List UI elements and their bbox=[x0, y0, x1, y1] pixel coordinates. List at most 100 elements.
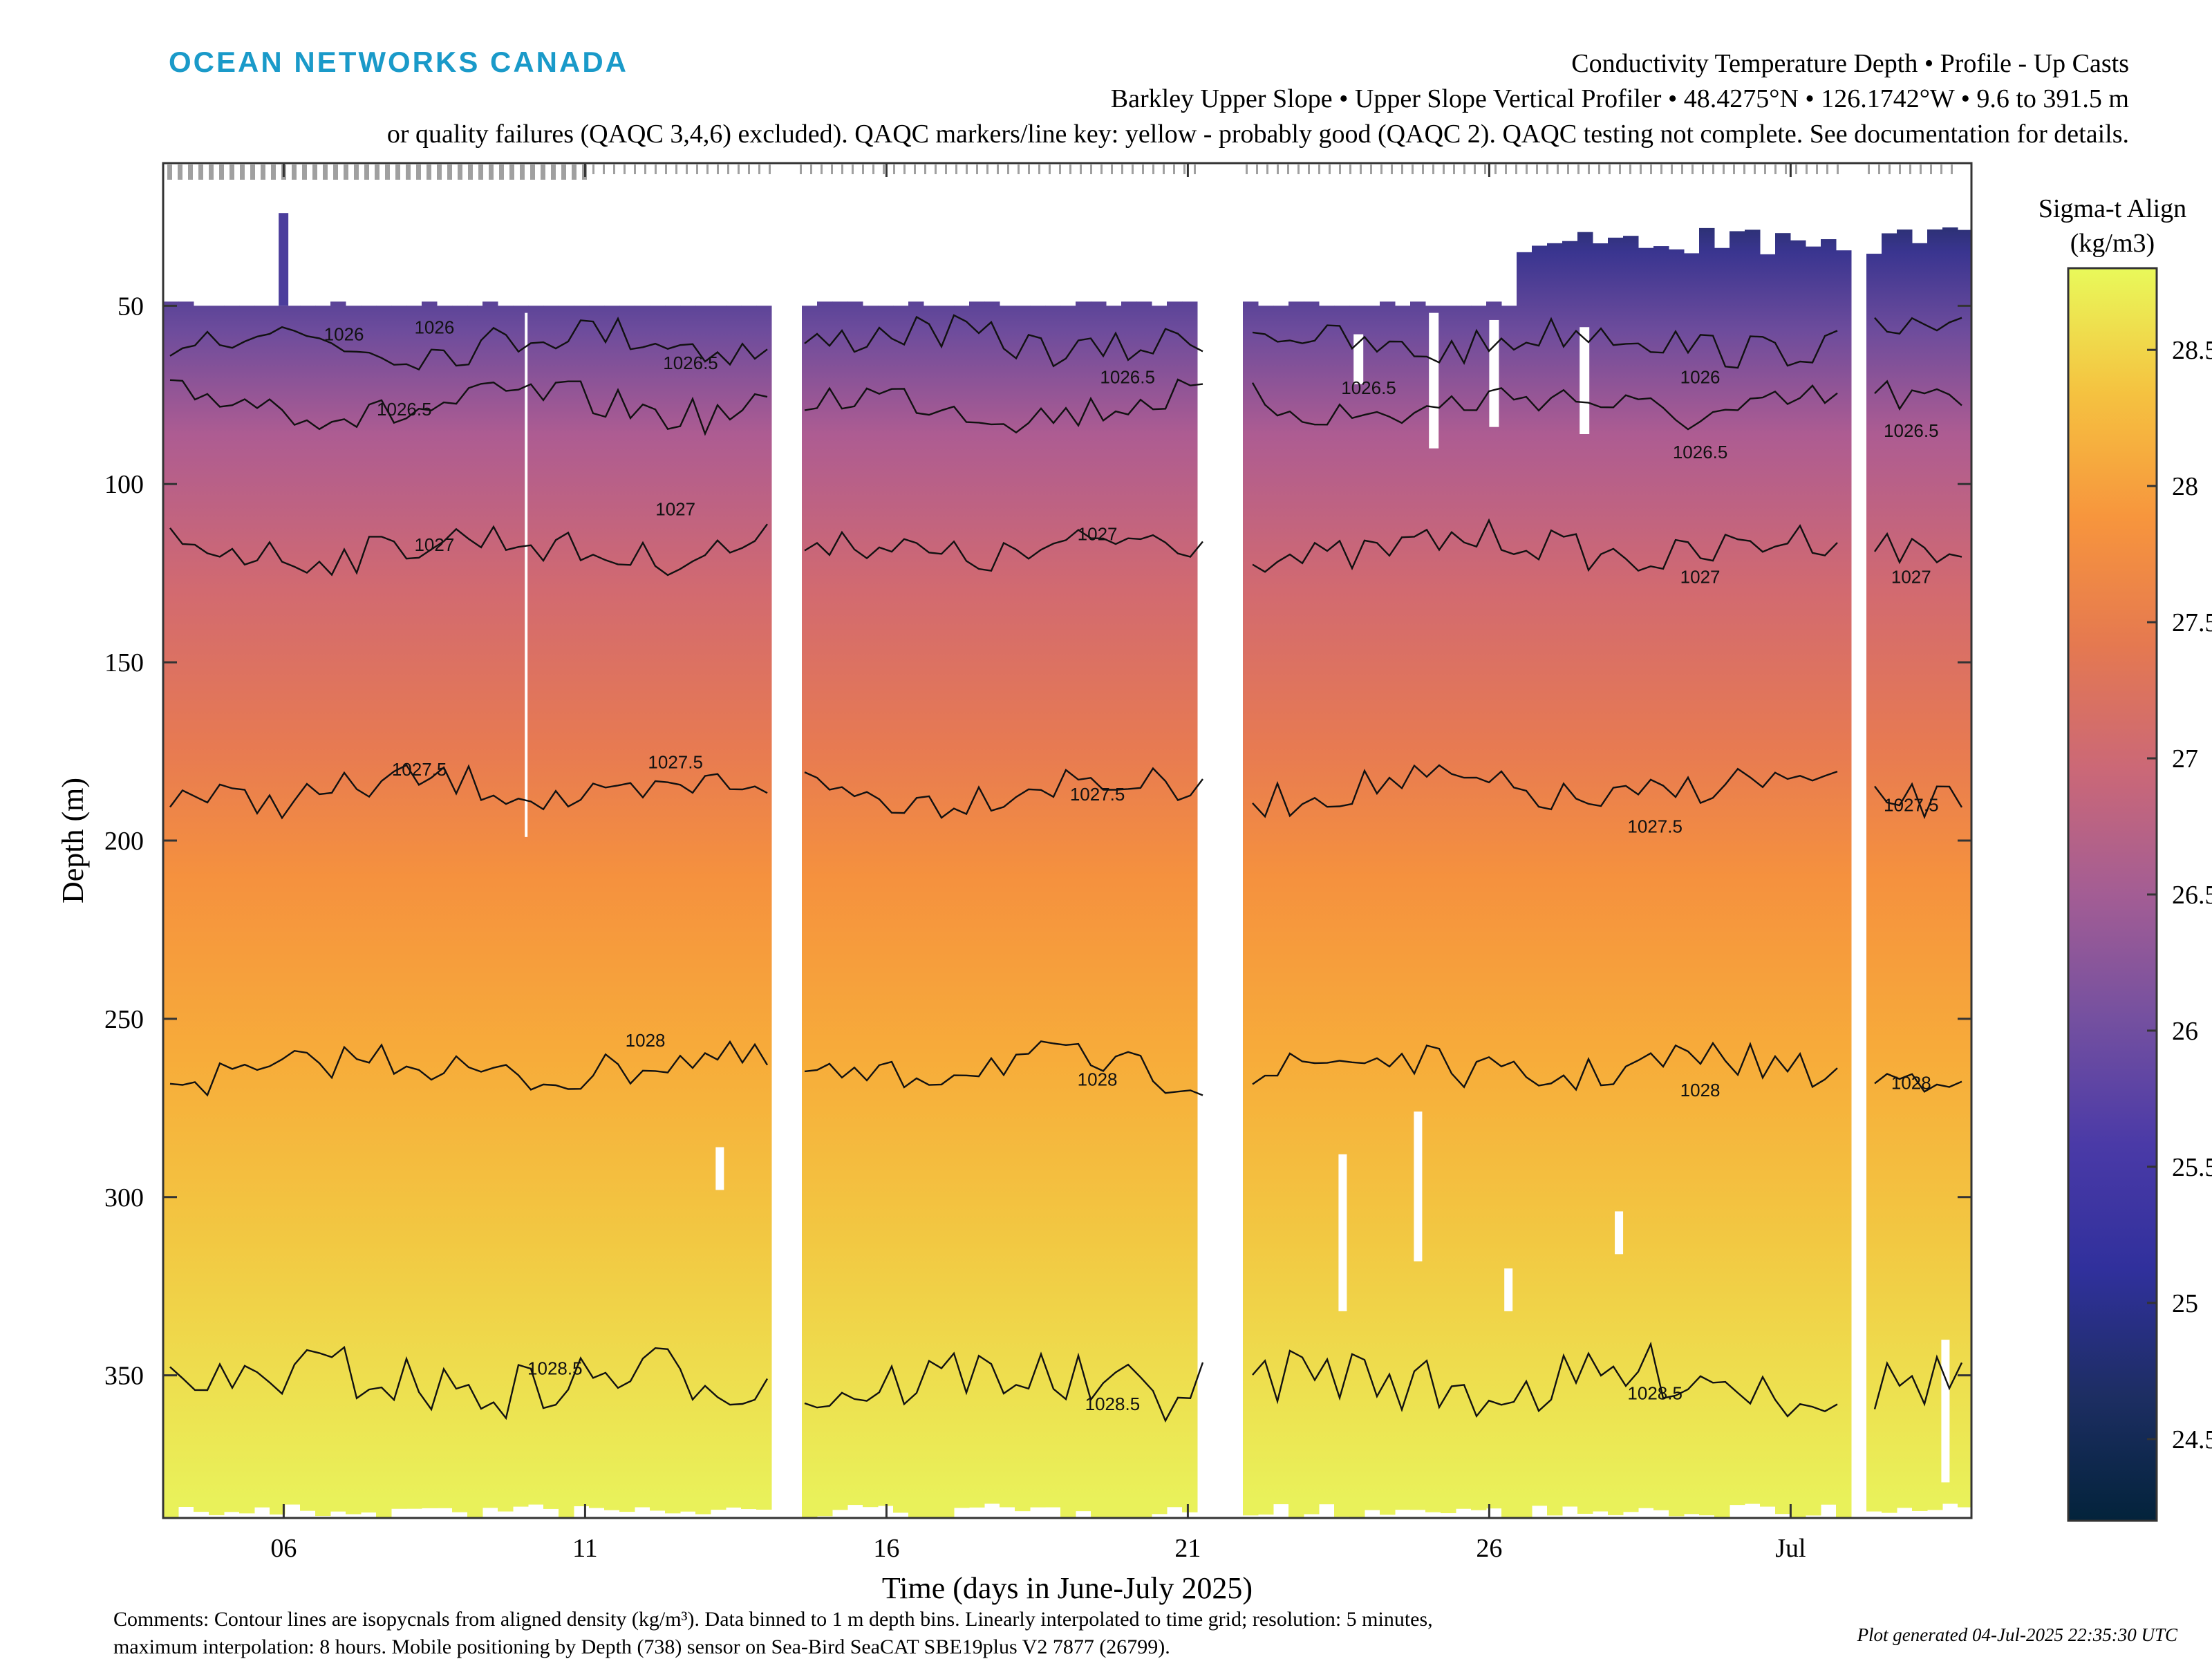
qaqc-marker bbox=[613, 165, 615, 174]
qaqc-marker bbox=[188, 165, 193, 180]
qaqc-marker bbox=[1598, 165, 1600, 174]
heatmap-column bbox=[665, 306, 681, 1514]
qaqc-marker bbox=[1028, 165, 1030, 174]
qaqc-marker bbox=[831, 165, 833, 174]
heatmap-column bbox=[1334, 306, 1350, 1517]
qaqc-marker bbox=[706, 165, 709, 174]
qaqc-marker bbox=[1329, 165, 1331, 174]
colorbar-tick-label: 25 bbox=[2172, 1289, 2198, 1318]
heatmap-column bbox=[1076, 301, 1091, 1512]
qaqc-marker bbox=[997, 165, 999, 174]
qaqc-marker bbox=[240, 165, 245, 180]
heatmap-column bbox=[1684, 253, 1700, 1515]
qaqc-marker bbox=[1837, 165, 1839, 174]
isopycnal-line-1026 bbox=[1874, 317, 1962, 335]
heatmap-column bbox=[1425, 306, 1441, 1512]
plot-generated-timestamp: Plot generated 04-Jul-2025 22:35:30 UTC bbox=[1857, 1624, 2178, 1645]
qaqc-marker bbox=[644, 165, 646, 174]
heatmap-column bbox=[1806, 246, 1821, 1516]
qaqc-marker bbox=[1806, 165, 1808, 174]
isopycnal-line-1027 bbox=[169, 523, 768, 577]
y-tick-label: 150 bbox=[104, 648, 144, 677]
qaqc-marker bbox=[769, 165, 771, 174]
heatmap-column bbox=[406, 306, 422, 1509]
qaqc-marker bbox=[1629, 165, 1631, 174]
qaqc-marker bbox=[1297, 165, 1300, 174]
heatmap-column bbox=[452, 306, 468, 1512]
heatmap-column bbox=[1441, 306, 1456, 1514]
qaqc-marker bbox=[561, 165, 566, 180]
qaqc-marker bbox=[1619, 165, 1621, 174]
heatmap-column bbox=[1942, 227, 1958, 1504]
heatmap-column bbox=[1349, 306, 1365, 1518]
heatmap-column bbox=[1730, 231, 1745, 1506]
heatmap-column bbox=[543, 306, 559, 1509]
heatmap-column bbox=[559, 306, 574, 1518]
heatmap-column bbox=[863, 306, 879, 1508]
qaqc-marker bbox=[966, 165, 968, 174]
qaqc-marker bbox=[955, 165, 957, 174]
colorbar-tick-label: 27 bbox=[2172, 744, 2198, 774]
heatmap-column bbox=[1136, 301, 1152, 1518]
qaqc-marker bbox=[333, 165, 338, 180]
isopycnal-contours bbox=[169, 314, 1963, 1423]
qaqc-marker bbox=[1121, 165, 1123, 174]
heatmap-column bbox=[726, 306, 742, 1508]
qaqc-marker bbox=[1339, 165, 1341, 174]
heatmap-column bbox=[908, 301, 924, 1518]
qaqc-marker bbox=[1194, 165, 1196, 174]
qaqc-marker bbox=[738, 165, 740, 174]
heatmap-column bbox=[1897, 229, 1913, 1508]
qaqc-marker bbox=[323, 165, 328, 180]
heatmap-column bbox=[1106, 306, 1122, 1518]
heatmap-column bbox=[1258, 306, 1274, 1515]
qaqc-marker bbox=[1660, 165, 1662, 174]
isopycnal-line-1028 bbox=[804, 1040, 1203, 1096]
heatmap-column bbox=[680, 306, 696, 1512]
x-tick-label: Jul bbox=[1775, 1534, 1806, 1563]
qaqc-marker bbox=[1059, 165, 1061, 174]
isopycnal-line-1026 bbox=[1252, 317, 1838, 369]
qaqc-marker bbox=[1588, 165, 1590, 174]
heatmap-column bbox=[1790, 240, 1806, 1518]
qaqc-marker bbox=[1920, 165, 1922, 174]
heatmap-column bbox=[878, 306, 894, 1506]
heatmap-column bbox=[270, 306, 285, 1515]
heatmap-column bbox=[1623, 236, 1639, 1512]
contour-label: 1027 bbox=[655, 498, 695, 519]
qaqc-marker bbox=[427, 165, 431, 180]
isopycnal-line-1028.5 bbox=[804, 1351, 1204, 1423]
heatmap-column bbox=[315, 306, 331, 1517]
heatmap-column bbox=[1775, 233, 1791, 1515]
heatmap-column bbox=[1669, 249, 1685, 1517]
qaqc-marker bbox=[1132, 165, 1134, 174]
contour-labels: 1026 1026 1026.5 1026.5 1026.5 1026.5 1026 1026… bbox=[324, 317, 1939, 1414]
isopycnal-line-1027.5 bbox=[1874, 782, 1963, 820]
qaqc-marker bbox=[395, 165, 400, 180]
qaqc-marker bbox=[1069, 165, 1071, 174]
heatmap-column bbox=[437, 306, 453, 1508]
title-line-3: or quality failures (QAQC 3,4,6) exclude… bbox=[387, 120, 2129, 149]
contour-label: 1026.5 bbox=[1341, 377, 1396, 398]
surface-spike bbox=[279, 213, 289, 306]
qaqc-marker bbox=[1360, 165, 1362, 174]
qaqc-marker bbox=[1266, 165, 1268, 174]
qaqc-marker bbox=[696, 165, 698, 174]
qaqc-marker bbox=[1494, 165, 1497, 174]
heatmap-column bbox=[650, 306, 666, 1511]
heatmap-column bbox=[1532, 245, 1548, 1506]
heatmap-column bbox=[847, 301, 863, 1506]
isopycnal-line-1027.5 bbox=[169, 764, 768, 820]
contour-label: 1027 bbox=[1078, 523, 1118, 544]
qaqc-marker bbox=[1007, 165, 1009, 174]
heatmap-column bbox=[422, 301, 438, 1508]
data-gap bbox=[1353, 334, 1364, 384]
heatmap-column bbox=[984, 301, 1000, 1504]
qaqc-marker bbox=[914, 165, 916, 174]
qaqc-marker bbox=[841, 165, 843, 174]
contour-label: 1028.5 bbox=[1085, 1394, 1141, 1414]
qaqc-marker bbox=[1391, 165, 1393, 174]
qaqc-marker bbox=[1152, 165, 1154, 174]
data-gap bbox=[1504, 1268, 1513, 1311]
